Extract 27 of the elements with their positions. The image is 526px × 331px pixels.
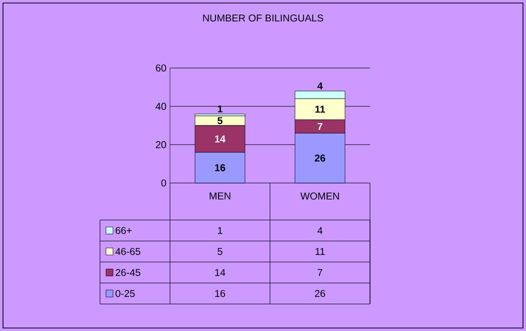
text: 16 [215, 164, 226, 172]
y-tick-label: 60 [156, 64, 166, 72]
data-label: 4 [317, 227, 322, 234]
data-label: 7 [318, 269, 322, 276]
text: 5 [218, 117, 223, 124]
data-label: 16 [215, 290, 226, 298]
legend-label: 66+ [116, 226, 132, 234]
y-tick-label: 20 [156, 141, 166, 148]
data-label: 1 [218, 227, 222, 234]
legend-label: 0-25 [116, 290, 135, 298]
data-label: 26 [314, 290, 326, 298]
y-tick-label: 40 [156, 102, 166, 110]
text: 14 [215, 135, 226, 142]
x-tick-label: WOMEN [300, 192, 339, 200]
text: 7 [318, 123, 322, 130]
chart-title: NUMBER OF BILINGUALS [203, 14, 324, 22]
x-tick-label: MEN [210, 192, 230, 200]
legend-label: 46-65 [115, 248, 140, 256]
text: 11 [315, 106, 325, 113]
y-tick-label: 0 [161, 179, 166, 187]
data-label: 5 [218, 248, 222, 255]
text: 1 [218, 105, 223, 112]
text: 26 [314, 154, 326, 162]
data-label: 11 [316, 248, 325, 255]
data-label: 14 [215, 269, 226, 276]
legend-label: 26-45 [116, 268, 140, 276]
text: 4 [317, 82, 323, 90]
